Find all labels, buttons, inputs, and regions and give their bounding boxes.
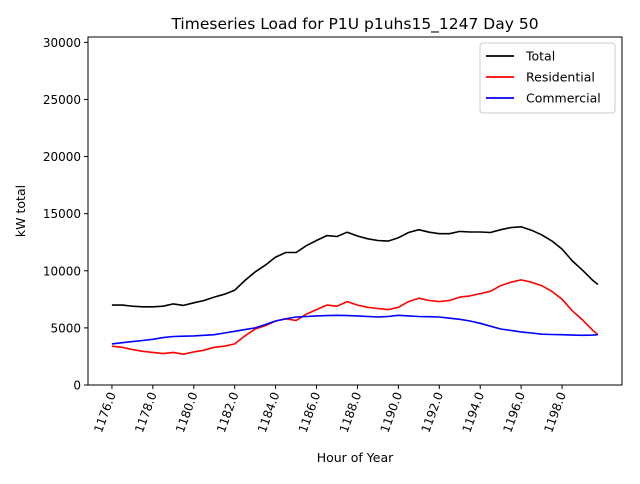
x-tick-label: 1178.0 (132, 390, 160, 434)
x-axis: 1176.0 1178.0 1180.0 1182.0 1184.0 1186.0 1188… (91, 385, 569, 434)
legend-label-commercial: Commercial (526, 91, 601, 106)
legend-label-total: Total (525, 49, 555, 64)
x-tick-label: 1198.0 (541, 390, 569, 434)
x-tick-label: 1188.0 (337, 390, 365, 434)
y-tick-label: 0 (73, 379, 81, 393)
series-line-residential (111, 279, 599, 356)
x-tick-label: 1190.0 (378, 390, 406, 434)
y-axis-label: kW total (13, 185, 28, 237)
x-tick-label: 1194.0 (460, 390, 488, 434)
legend-label-residential: Residential (526, 70, 595, 85)
chart-title: Timeseries Load for P1U p1uhs15_1247 Day… (170, 15, 538, 34)
legend-box (479, 42, 616, 114)
x-tick-label: 1192.0 (419, 390, 447, 434)
legend: Total Residential Commercial (479, 42, 616, 114)
y-axis: 0 5000 10000 15000 20000 25000 30000 (43, 36, 88, 393)
y-tick-label: 10000 (43, 264, 81, 278)
y-tick-label: 30000 (43, 36, 81, 50)
x-tick-label: 1180.0 (173, 390, 201, 434)
x-axis-label: Hour of Year (317, 450, 394, 465)
y-tick-label: 25000 (43, 93, 81, 107)
y-tick-label: 15000 (43, 207, 81, 221)
y-tick-label: 20000 (43, 150, 81, 164)
x-tick-label: 1184.0 (255, 390, 283, 434)
x-tick-label: 1196.0 (500, 390, 528, 434)
y-tick-label: 5000 (50, 321, 81, 335)
x-tick-label: 1182.0 (214, 390, 242, 434)
x-tick-label: 1186.0 (296, 390, 324, 434)
series-line-total (111, 226, 599, 308)
x-tick-label: 1176.0 (91, 390, 119, 434)
plot-frame (87, 36, 623, 386)
series-line-commercial (111, 314, 598, 345)
series-layer (111, 226, 599, 356)
